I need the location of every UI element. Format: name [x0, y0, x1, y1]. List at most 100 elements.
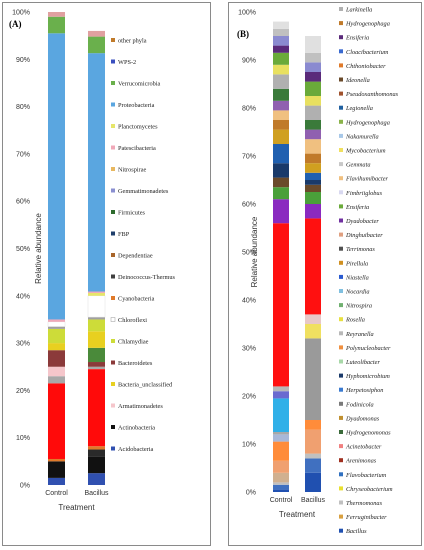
- bar-segment: [305, 72, 321, 82]
- bar-segment: [88, 36, 105, 54]
- x-category-label: Control: [270, 497, 293, 504]
- legend-swatch: [339, 458, 343, 463]
- legend-label: WPS-2: [118, 59, 136, 66]
- bar-segment: [273, 391, 289, 399]
- y-tick-label: 10%: [242, 442, 256, 449]
- legend-label: Hyphomicrobium: [345, 373, 390, 380]
- bar-segment: [273, 110, 289, 120]
- legend-swatch: [339, 204, 343, 209]
- legend-label: Polynucleobacter: [345, 345, 391, 352]
- legend-swatch: [339, 232, 343, 237]
- legend-label: Arenimonas: [345, 458, 377, 465]
- bar-segment: [305, 472, 321, 492]
- legend-swatch: [339, 162, 343, 167]
- bar-segment: [273, 441, 289, 461]
- legend-swatch: [339, 289, 343, 293]
- legend-swatch: [339, 91, 343, 96]
- legend-label: Hydrogenomonas: [345, 430, 391, 437]
- legend-swatch: [339, 514, 343, 519]
- legend-swatch: [339, 500, 343, 505]
- legend-swatch: [339, 148, 343, 152]
- bar-segment: [88, 366, 105, 370]
- bar-segment: [273, 36, 289, 46]
- y-tick-label: 50%: [16, 246, 30, 253]
- legend-label: Verrucomicrobia: [118, 81, 161, 88]
- legend-swatch: [339, 7, 343, 11]
- legend-label: Armatimonadetes: [118, 403, 163, 410]
- bar-segment: [48, 376, 65, 384]
- panel-a: (A) 0% 10% 20% 30% 40% 50% 60% 70% 80% 90% 100% Rela…: [2, 2, 211, 546]
- bar-segment: [273, 52, 289, 65]
- legend-swatch: [339, 274, 343, 279]
- bar-segment: [305, 36, 321, 53]
- legend-label: Hydrogenophaga: [345, 119, 390, 126]
- legend-swatch: [111, 231, 115, 236]
- bar-segment: [88, 291, 105, 293]
- bar-segment: [47, 321, 66, 327]
- legend-label: Bacillus: [346, 528, 367, 535]
- legend-label: Actinobacteria: [118, 425, 155, 432]
- legend-label: Chthoniobacter: [346, 63, 386, 70]
- bar-segment: [88, 292, 105, 296]
- y-tick-label: 70%: [16, 151, 30, 158]
- bar-segment: [88, 53, 105, 292]
- bar-segment: [48, 383, 65, 459]
- bar-segment: [273, 88, 289, 101]
- legend-label: Gemmatimonadetes: [118, 188, 169, 195]
- legend-swatch: [111, 274, 115, 279]
- y-tick-label: 90%: [242, 58, 256, 65]
- bar-segment: [273, 187, 289, 200]
- legend-swatch: [339, 430, 343, 434]
- bar-segment: [305, 172, 321, 180]
- bar-segment: [273, 129, 289, 144]
- legend-label: Dyadomonas: [345, 415, 380, 422]
- legend-label: Patescibacteria: [118, 145, 156, 152]
- bar-segment: [273, 64, 289, 75]
- x-category-label: Bacillus: [84, 490, 109, 497]
- bar-segment: [273, 432, 289, 435]
- legend-swatch: [339, 119, 343, 124]
- bar-segment: [305, 62, 321, 72]
- bar-segment: [273, 386, 289, 392]
- bar-segment: [88, 317, 105, 320]
- legend-swatch: [339, 63, 343, 68]
- legend-label: Dyadobacter: [345, 218, 379, 225]
- bar-segment: [88, 331, 105, 348]
- legend-label: Proteobacteria: [118, 102, 155, 109]
- legend-label: Nakamurella: [345, 133, 379, 140]
- bar-segment: [88, 347, 105, 363]
- bar-segment: [273, 28, 289, 36]
- bar-segment: [305, 81, 321, 96]
- bar-segment: [48, 366, 65, 377]
- legend-swatch: [111, 59, 115, 64]
- panel-label: (B): [237, 29, 249, 39]
- bar-segment: [305, 458, 321, 473]
- bar-segment: [273, 223, 289, 387]
- y-tick-label: 30%: [16, 341, 30, 348]
- bar-segment: [48, 12, 65, 17]
- x-category-label: Bacillus: [301, 497, 326, 504]
- legend-label: other phyla: [118, 38, 147, 45]
- legend-label: Reyranella: [345, 331, 374, 338]
- bar-segment: [273, 177, 289, 188]
- legend-swatch: [339, 415, 343, 420]
- legend-swatch: [339, 373, 343, 378]
- bar-segment: [48, 319, 65, 322]
- y-tick-label: 10%: [16, 435, 30, 442]
- y-tick-label: 100%: [238, 10, 256, 17]
- bar-segment: [273, 144, 289, 164]
- legend-label: Fodinicola: [345, 401, 374, 408]
- legend-swatch: [339, 260, 343, 265]
- legend-swatch: [111, 145, 115, 150]
- legend-swatch: [339, 35, 343, 40]
- bar-segment: [273, 100, 289, 111]
- legend-swatch: [111, 102, 115, 107]
- bar-segment: [273, 199, 289, 224]
- bar-segment: [305, 180, 321, 185]
- x-axis-title: Treatment: [279, 510, 316, 519]
- y-tick-label: 90%: [16, 57, 30, 64]
- legend-swatch: [339, 190, 343, 195]
- bar-segment: [305, 218, 321, 315]
- legend-label: Firmicutes: [118, 210, 145, 217]
- legend-swatch: [111, 339, 115, 343]
